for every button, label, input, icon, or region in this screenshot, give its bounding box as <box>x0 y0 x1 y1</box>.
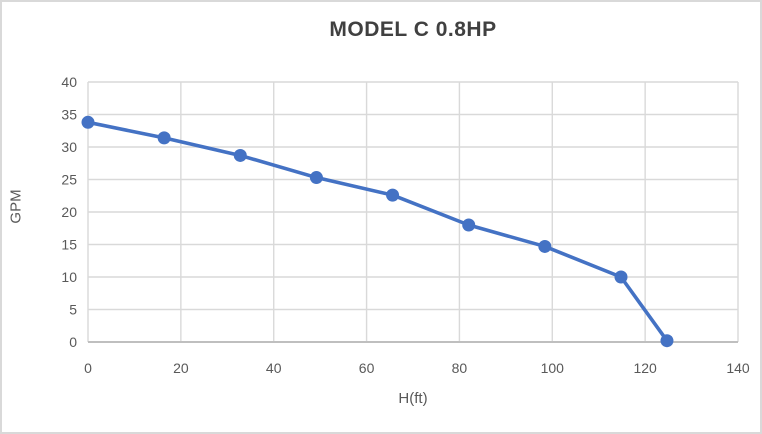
y-tick-label: 20 <box>61 204 77 220</box>
x-tick-label: 120 <box>633 360 657 376</box>
y-tick-label: 10 <box>61 269 77 285</box>
data-point-marker <box>233 148 247 162</box>
data-point-marker <box>614 270 628 284</box>
chart-title: MODEL C 0.8HP <box>329 18 497 41</box>
data-point-marker <box>386 188 400 202</box>
y-tick-label: 35 <box>61 107 77 123</box>
x-tick-label: 100 <box>541 360 565 376</box>
data-point-marker <box>157 131 171 145</box>
data-point-marker <box>462 218 476 232</box>
data-line <box>86 120 669 343</box>
y-tick-label: 5 <box>69 302 77 318</box>
x-tick-label: 140 <box>726 360 750 376</box>
y-tick-label: 0 <box>69 334 77 350</box>
data-point-marker <box>309 171 323 185</box>
data-point-marker <box>81 115 95 129</box>
y-axis-title: GPM <box>7 189 25 224</box>
x-tick-label: 0 <box>84 360 92 376</box>
x-tick-label: 40 <box>266 360 282 376</box>
x-tick-label: 80 <box>452 360 468 376</box>
x-tick-label: 20 <box>173 360 189 376</box>
x-axis-title: H(ft) <box>398 390 428 407</box>
x-tick-label: 60 <box>359 360 375 376</box>
y-tick-label: 40 <box>61 74 77 90</box>
y-tick-label: 25 <box>61 172 77 188</box>
y-tick-label: 30 <box>61 139 77 155</box>
data-point-marker <box>538 239 552 253</box>
data-point-marker <box>660 334 674 348</box>
y-tick-label: 15 <box>61 237 77 253</box>
